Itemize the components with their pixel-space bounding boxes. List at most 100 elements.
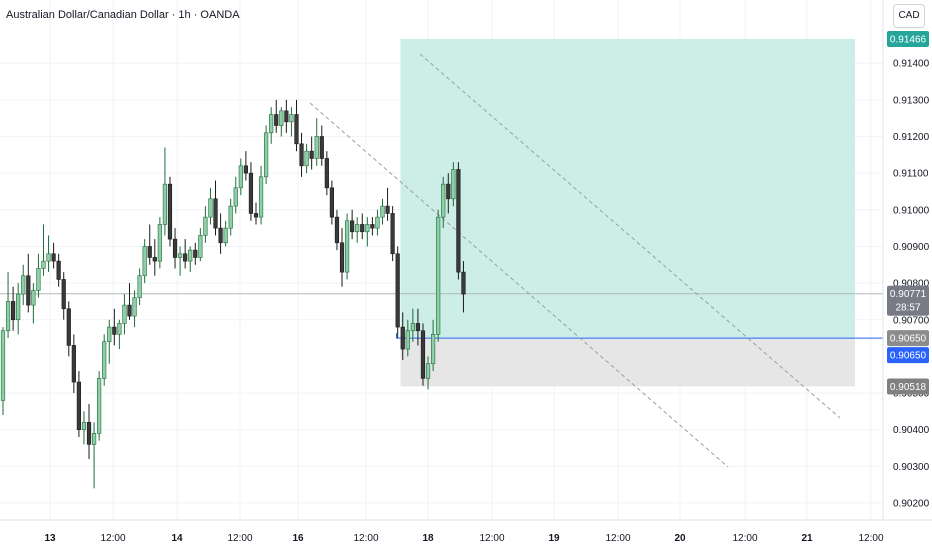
candle-down — [183, 253, 188, 262]
candle-up — [142, 246, 147, 277]
x-tick-label: 13 — [44, 533, 56, 544]
y-tick-label: 0.91000 — [893, 205, 930, 216]
candle-up — [375, 216, 380, 229]
take-profit-label-bg — [887, 31, 929, 48]
stop-loss-label-bg — [887, 378, 929, 395]
candle-up — [203, 216, 208, 236]
candle-up — [405, 330, 410, 350]
position-zones — [400, 39, 855, 387]
candle-up — [258, 176, 264, 218]
candle-up — [46, 253, 51, 262]
y-tick-label: 0.91400 — [893, 59, 930, 70]
candle-down — [193, 249, 198, 258]
candle-down — [299, 143, 304, 167]
price-axis[interactable]: 0.902000.903000.904000.905000.907000.908… — [893, 59, 930, 510]
x-tick-label: 12:00 — [353, 533, 378, 544]
channel-upper-line[interactable] — [419, 53, 841, 419]
candle-down — [274, 114, 279, 126]
x-tick-label: 12:00 — [858, 533, 883, 544]
channel-lower-line[interactable] — [309, 102, 729, 468]
candle-down — [309, 150, 314, 159]
candle-down — [319, 136, 324, 159]
stop-loss-label: 0.90518 — [890, 382, 927, 393]
entry-line[interactable] — [396, 333, 884, 339]
entry-badge-label-bg — [887, 330, 929, 347]
candle-up — [178, 253, 183, 258]
candle-up — [21, 275, 26, 295]
time-axis[interactable]: 13 12:00 14 12:00 16 12:00 18 12:00 19 12:00 20 12:… — [44, 533, 884, 544]
candle-up — [430, 334, 436, 365]
candle-down — [253, 213, 259, 218]
x-tick-label: 12:00 — [479, 533, 504, 544]
candle-up — [208, 198, 213, 218]
candle-down — [420, 330, 426, 379]
x-tick-label: 12:00 — [732, 533, 757, 544]
y-tick-label: 0.90900 — [893, 242, 930, 253]
candle-up — [425, 363, 431, 379]
x-tick-label: 12:00 — [100, 533, 125, 544]
candle-up — [410, 323, 415, 332]
candle-down — [415, 323, 421, 332]
candle-up — [188, 249, 193, 262]
candle-down — [339, 242, 345, 273]
candle-up — [91, 433, 97, 445]
y-tick-label: 0.91100 — [893, 169, 929, 180]
x-tick-label: 20 — [674, 533, 686, 544]
candle-up — [198, 235, 203, 258]
drawings[interactable] — [0, 53, 884, 468]
current-price-label: 0.90771 — [890, 289, 927, 300]
candle-down — [213, 198, 218, 229]
y-tick-label: 0.91200 — [893, 132, 930, 143]
candle-down — [400, 326, 405, 350]
x-tick-label: 18 — [422, 533, 434, 544]
candle-up — [269, 114, 274, 134]
candle-down — [172, 238, 178, 258]
take-profit-zone — [400, 39, 855, 339]
candle-up — [36, 268, 41, 291]
candle-up — [233, 187, 238, 207]
candle-down — [350, 220, 355, 233]
candle-up — [228, 205, 233, 229]
x-tick-label: 14 — [171, 533, 183, 544]
candle-up — [132, 297, 137, 317]
candle-down — [127, 304, 132, 317]
candle-up — [264, 132, 269, 178]
candle-up — [102, 341, 107, 379]
y-tick-label: 0.90700 — [893, 315, 930, 326]
candle-up — [137, 275, 142, 299]
candle-up — [355, 224, 360, 233]
candle-up — [365, 224, 370, 233]
entry-badge-label: 0.90650 — [890, 334, 927, 345]
y-tick-label: 0.90800 — [893, 279, 930, 290]
candle-down — [243, 165, 248, 174]
x-tick-label: 19 — [548, 533, 560, 544]
candle-down — [390, 213, 395, 255]
candle-up — [162, 183, 168, 225]
candle-down — [385, 205, 390, 214]
currency-button[interactable]: CAD — [893, 4, 925, 28]
candle-down — [370, 224, 375, 229]
candle-up — [122, 304, 127, 324]
candle-up — [0, 330, 6, 401]
x-tick-label: 21 — [801, 533, 813, 544]
candle-up — [5, 301, 11, 332]
current-price-label-bg — [887, 285, 929, 316]
candle-up — [304, 150, 309, 167]
candle-down — [446, 183, 451, 200]
candle-up — [81, 422, 87, 430]
candle-up — [16, 293, 21, 321]
x-tick-label: 12:00 — [227, 533, 252, 544]
y-tick-label: 0.90400 — [893, 425, 930, 436]
candle-down — [51, 253, 56, 262]
candle-up — [289, 114, 294, 123]
candle-down — [71, 345, 76, 383]
candle-up — [107, 326, 112, 343]
candle-down — [26, 275, 31, 306]
symbol-title[interactable]: Australian Dollar/Canadian Dollar · 1h ·… — [6, 9, 240, 21]
candle-up — [344, 220, 350, 273]
candle-down — [112, 326, 117, 335]
candle-down — [76, 381, 81, 430]
candle-down — [284, 110, 289, 123]
candle-down — [324, 158, 329, 189]
